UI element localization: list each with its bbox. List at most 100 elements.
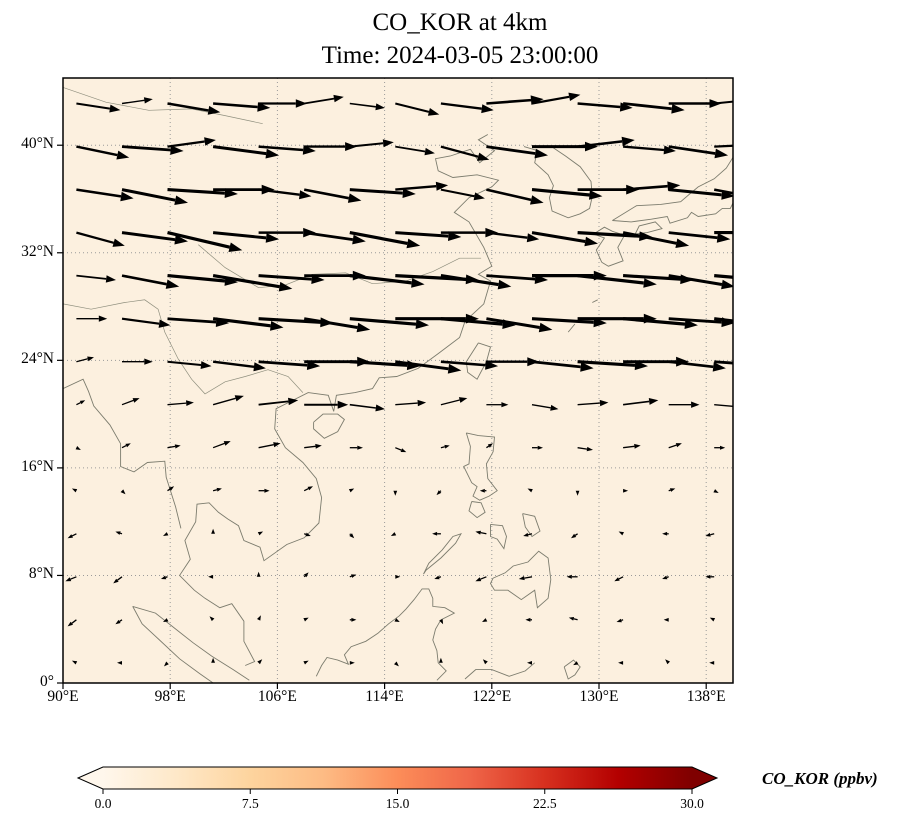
wind-arrow-head	[87, 356, 94, 362]
wind-arrow-shaft	[121, 274, 167, 286]
plot-title: CO_KOR at 4km	[372, 9, 548, 36]
wind-arrow-shaft	[668, 145, 716, 155]
wind-arrow-head	[299, 190, 312, 200]
wind-arrow-shaft	[440, 274, 499, 287]
coastline-path	[468, 501, 486, 519]
y-tick-label: 0°	[40, 673, 54, 690]
wind-arrow-head	[79, 400, 86, 405]
wind-arrow-head	[705, 532, 711, 537]
wind-arrow-shaft	[71, 533, 77, 537]
wind-arrow-shaft	[349, 360, 408, 367]
wind-arrow-shaft	[303, 317, 358, 329]
wind-arrow-head	[223, 441, 231, 446]
wind-arrow-head	[253, 362, 266, 372]
wind-arrow-head	[170, 145, 184, 155]
wind-arrow-shaft	[531, 404, 551, 409]
wind-arrow-head	[125, 443, 131, 448]
wind-arrow-shaft	[349, 142, 384, 148]
wind-arrow-shaft	[623, 184, 668, 191]
wind-arrow-shaft	[212, 442, 225, 449]
wind-arrow-head	[720, 445, 726, 450]
wind-arrow-head	[67, 534, 73, 539]
wind-arrow-shaft	[258, 145, 304, 152]
wind-arrow-shaft	[395, 145, 426, 153]
colorbar-tick-label: 22.5	[532, 796, 557, 811]
wind-arrow-shaft	[668, 444, 677, 449]
coastline-path	[490, 523, 507, 550]
wind-arrow-head	[523, 532, 529, 537]
wind-arrow-shaft	[349, 575, 352, 578]
wind-arrow-head	[712, 362, 726, 372]
wind-arrow-head	[671, 103, 685, 114]
wind-arrow-head	[351, 617, 357, 622]
x-tick-label: 138°E	[686, 688, 726, 705]
wind-arrow-head	[132, 398, 140, 403]
wind-arrow-head	[117, 661, 122, 665]
wind-arrow-head	[439, 619, 444, 625]
wind-arrow-head	[663, 145, 676, 155]
wind-arrow-head	[732, 405, 733, 410]
wind-arrow-head	[333, 94, 344, 103]
x-tick-label: 122°E	[472, 688, 512, 705]
wind-arrow-head	[71, 660, 78, 665]
wind-arrow-shaft	[395, 102, 430, 113]
wind-arrow-shaft	[668, 188, 722, 197]
coastline-path	[132, 605, 250, 681]
wind-arrow-shaft	[577, 102, 621, 109]
wind-arrow-head	[71, 488, 78, 493]
wind-arrow-shaft	[76, 145, 118, 157]
wind-arrow-head	[435, 181, 449, 191]
wind-arrow-shaft	[668, 317, 722, 324]
wind-arrow-head	[216, 487, 222, 492]
wind-arrow-head	[432, 531, 438, 536]
wind-arrow-shaft	[621, 619, 624, 622]
wind-arrow-head	[307, 486, 313, 491]
wind-arrow-head	[256, 571, 261, 577]
wind-arrow-shaft	[304, 533, 307, 536]
wind-arrow-head	[112, 238, 125, 247]
coastline-path	[423, 532, 462, 575]
wind-arrow-shaft	[212, 360, 255, 368]
wind-arrow-head	[634, 443, 641, 449]
wind-arrow-head	[109, 104, 121, 113]
wind-arrow-head	[573, 661, 579, 666]
wind-arrow-head	[618, 661, 624, 665]
wind-arrow-head	[527, 488, 533, 493]
wind-arrow-shaft	[121, 231, 176, 242]
wind-arrow-shaft	[577, 360, 636, 367]
wind-arrow-shaft	[395, 231, 449, 238]
colorbar-label: CO_KOR (ppbv)	[762, 769, 878, 788]
wind-arrow-shaft	[618, 576, 624, 580]
wind-arrow-shaft	[121, 317, 160, 325]
wind-arrow-head	[444, 444, 450, 449]
wind-arrow-head	[400, 448, 407, 453]
wind-arrow-head	[393, 490, 398, 496]
wind-arrow-shaft	[304, 231, 354, 241]
wind-arrow-shaft	[349, 403, 377, 409]
wind-arrow-head	[566, 574, 572, 579]
wind-arrow-shaft	[167, 188, 225, 195]
x-tick-label: 90°E	[47, 688, 79, 705]
wind-arrow-head	[675, 238, 690, 248]
plot-subtitle: Time: 2024-03-05 23:00:00	[321, 42, 599, 69]
coastline-path	[179, 134, 500, 666]
wind-arrow-head	[568, 617, 575, 621]
wind-arrow-shaft	[167, 445, 176, 449]
wind-arrow-head	[434, 575, 440, 580]
wind-arrow-head	[165, 279, 180, 289]
wind-arrow-shaft	[486, 445, 490, 449]
wind-arrow-shaft	[486, 274, 536, 281]
wind-arrow-shaft	[76, 274, 107, 280]
wind-arrow-shaft	[440, 145, 479, 158]
wind-arrow-head	[568, 92, 581, 101]
wind-arrow-shaft	[167, 274, 226, 283]
wind-arrow-head	[497, 279, 512, 290]
wind-arrow-head	[669, 488, 676, 492]
wind-arrow-shaft	[119, 532, 123, 535]
wind-vectors	[65, 92, 733, 667]
wind-arrow-shaft	[395, 402, 418, 406]
wind-arrow-shaft	[303, 488, 309, 492]
wind-arrow-head	[348, 488, 355, 493]
wind-arrow-shaft	[486, 145, 536, 155]
wind-arrow-shaft	[258, 188, 300, 196]
